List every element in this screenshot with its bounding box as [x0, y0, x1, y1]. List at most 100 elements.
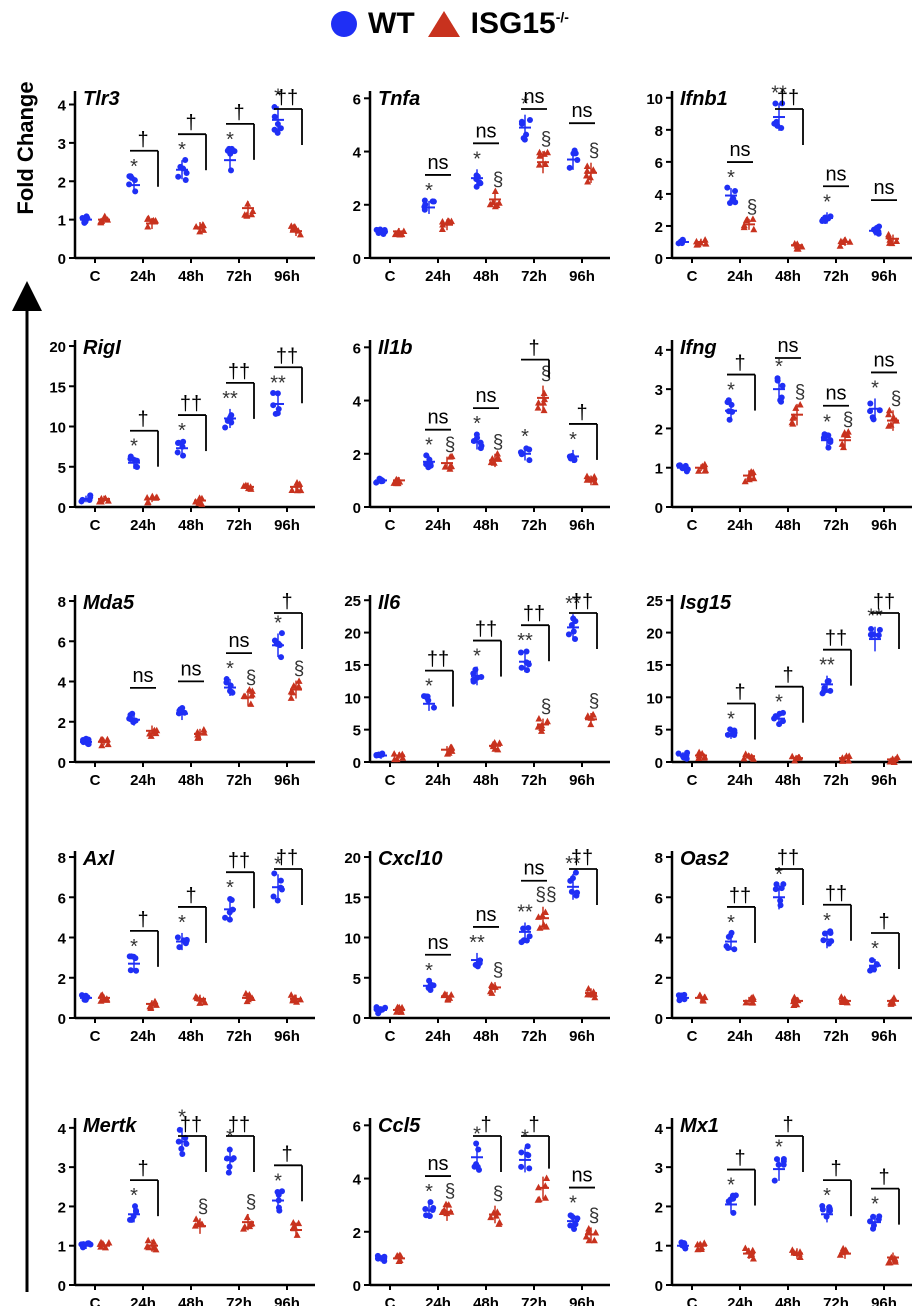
- wt-point: [276, 642, 283, 649]
- wt-point: [84, 215, 91, 222]
- panel-title: Ifnb1: [680, 88, 728, 110]
- wt-point: [821, 431, 828, 438]
- wt-point: [423, 1212, 430, 1219]
- significance-star: *: [226, 877, 234, 899]
- y-tick-label: 5: [353, 971, 361, 988]
- significance-star: *: [823, 411, 831, 433]
- significance-star: *: [274, 853, 282, 875]
- ko-point: [394, 1003, 402, 1011]
- ko-point: [395, 227, 403, 235]
- ns-label: ns: [873, 177, 894, 199]
- ko-point: [192, 222, 200, 230]
- wt-point: [85, 741, 92, 748]
- wt-point: [476, 1166, 483, 1173]
- wt-point: [175, 440, 182, 447]
- panel-title: Mx1: [680, 1115, 719, 1137]
- ko-point: [788, 418, 796, 426]
- x-tick-label: 48h: [178, 268, 204, 285]
- y-tick-label: 3: [655, 382, 663, 399]
- ko-point: [791, 756, 799, 764]
- wt-point: [126, 181, 133, 188]
- dagger-label: ††: [571, 847, 593, 869]
- wt-point: [730, 1209, 737, 1216]
- significance-star: **: [867, 606, 883, 628]
- wt-point: [473, 172, 480, 179]
- y-tick-label: 6: [655, 155, 663, 172]
- wt-point: [274, 410, 281, 417]
- wt-point: [524, 667, 531, 674]
- wt-point: [87, 494, 94, 501]
- ko-point: [150, 216, 158, 224]
- y-tick-label: 25: [344, 593, 361, 610]
- wt-point: [683, 468, 690, 475]
- dagger-label: †: [576, 402, 587, 424]
- ns-label: ns: [571, 100, 592, 122]
- wt-point: [80, 736, 87, 743]
- significance-star: *: [871, 938, 879, 960]
- ko-point: [745, 752, 753, 759]
- wt-point: [277, 125, 284, 132]
- ko-point: [396, 1251, 404, 1258]
- wt-point: [228, 145, 235, 152]
- dagger-label: ††: [228, 1114, 250, 1136]
- ko-point: [536, 148, 544, 156]
- wt-point: [825, 215, 832, 222]
- wt-point: [430, 198, 437, 205]
- x-tick-label: 24h: [130, 1295, 156, 1306]
- y-tick-label: 10: [344, 690, 361, 707]
- significance-star: *: [130, 436, 138, 458]
- wt-point: [275, 1197, 282, 1204]
- wt-point: [473, 1161, 480, 1168]
- ko-point: [150, 1244, 158, 1251]
- wt-point: [567, 454, 574, 461]
- x-tick-label: C: [385, 1028, 396, 1045]
- ns-label: ns: [523, 86, 544, 108]
- ko-point: [796, 1253, 804, 1261]
- ns-label: ns: [427, 1153, 448, 1175]
- x-tick-label: 48h: [473, 517, 499, 534]
- wt-point: [869, 414, 876, 421]
- ko-point: [198, 1220, 206, 1228]
- wt-point: [825, 444, 832, 451]
- ko-point: [699, 996, 707, 1003]
- ko-point: [248, 1219, 256, 1227]
- panel-title: Isg15: [680, 592, 732, 614]
- ko-point: [885, 406, 893, 414]
- ko-point: [838, 440, 846, 447]
- ko-point: [534, 1196, 542, 1203]
- x-tick-label: 24h: [425, 517, 451, 534]
- wt-point: [777, 902, 784, 909]
- y-tick-label: 0: [353, 500, 361, 517]
- wt-point: [227, 682, 234, 689]
- wt-point: [180, 937, 187, 944]
- ko-significance-mark: §§: [535, 885, 556, 906]
- x-tick-label: 48h: [473, 772, 499, 789]
- dagger-label: ††: [228, 850, 250, 872]
- wt-point: [568, 622, 575, 629]
- wt-point: [771, 120, 778, 127]
- y-tick-label: 6: [655, 890, 663, 907]
- wt-point: [132, 955, 139, 962]
- dagger-label: ††: [276, 847, 298, 869]
- panel-title: Tnfa: [378, 88, 420, 110]
- panel-title: Ccl5: [378, 1115, 421, 1137]
- x-tick-label: 48h: [775, 268, 801, 285]
- y-tick-label: 8: [58, 850, 66, 867]
- wt-point: [278, 1188, 285, 1195]
- ko-point: [794, 996, 802, 1004]
- panel-title: Mertk: [83, 1115, 137, 1137]
- wt-point: [820, 687, 827, 694]
- significance-star: **: [517, 630, 533, 652]
- ko-point: [793, 242, 801, 249]
- x-tick-label: 24h: [425, 1295, 451, 1306]
- ko-point: [296, 230, 304, 238]
- x-tick-label: 72h: [226, 517, 252, 534]
- wt-point: [82, 996, 89, 1003]
- wt-point: [525, 924, 532, 931]
- dagger-label: †: [734, 681, 745, 703]
- wt-point: [180, 438, 187, 445]
- x-tick-label: C: [90, 772, 101, 789]
- ko-point: [839, 238, 847, 246]
